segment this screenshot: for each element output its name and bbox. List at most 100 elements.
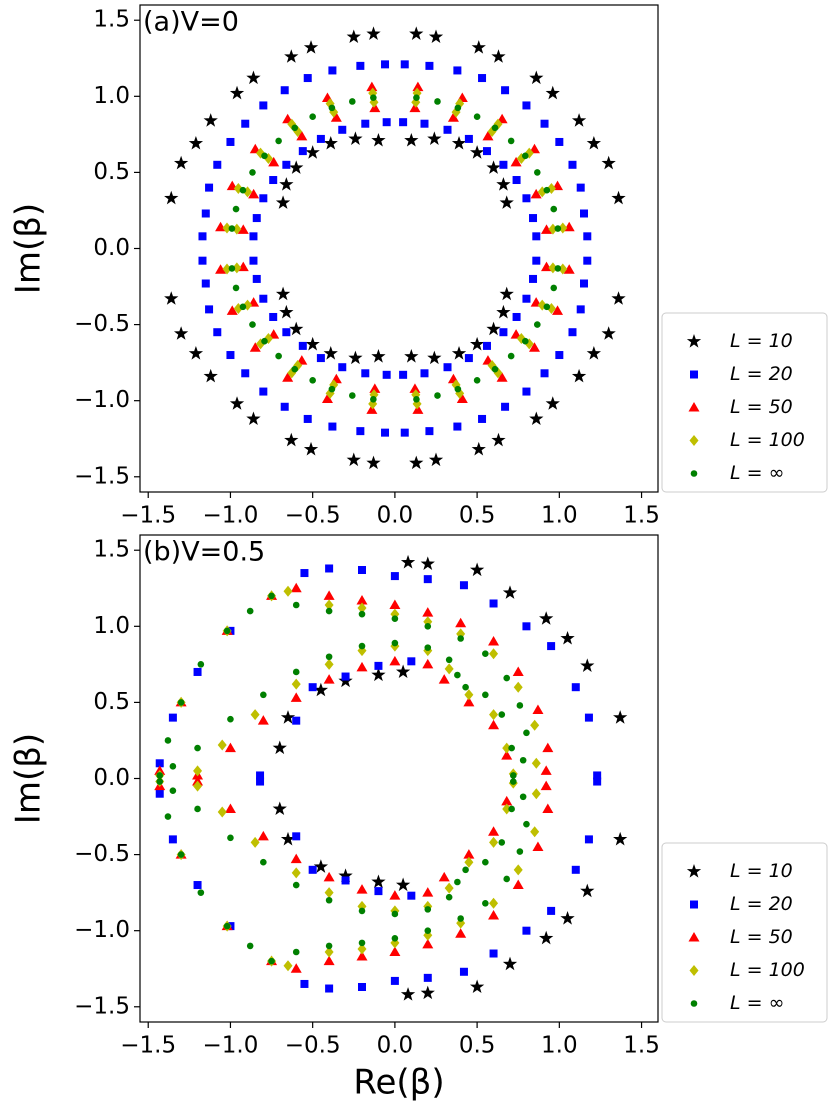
circle-marker bbox=[194, 805, 201, 813]
diamond-marker bbox=[548, 262, 558, 274]
circle-marker bbox=[508, 744, 515, 752]
star-marker bbox=[486, 321, 501, 336]
star-marker bbox=[560, 911, 575, 925]
square-marker bbox=[420, 119, 429, 128]
circle-marker bbox=[156, 778, 164, 785]
triangle-marker bbox=[290, 853, 302, 864]
square-marker bbox=[381, 60, 390, 69]
triangle-marker bbox=[455, 928, 467, 938]
circle-marker bbox=[454, 671, 461, 679]
diamond-marker bbox=[444, 882, 454, 894]
square-marker bbox=[583, 232, 592, 241]
circle-marker bbox=[194, 744, 201, 752]
square-marker bbox=[547, 906, 556, 915]
square-marker bbox=[205, 305, 214, 314]
circle-marker bbox=[261, 337, 268, 345]
triangle-marker bbox=[226, 305, 238, 315]
square-marker bbox=[499, 328, 508, 337]
x-tick-label: 1.5 bbox=[623, 1033, 660, 1059]
square-marker bbox=[241, 119, 250, 128]
star-marker bbox=[323, 135, 338, 150]
circle-marker bbox=[292, 601, 300, 609]
star-marker bbox=[409, 455, 424, 470]
triangle-marker bbox=[330, 112, 342, 122]
circle-marker bbox=[246, 607, 254, 615]
triangle-marker bbox=[447, 112, 459, 122]
square-marker bbox=[249, 256, 258, 265]
circle-marker bbox=[358, 939, 366, 947]
diamond-marker bbox=[324, 599, 334, 611]
triangle-marker bbox=[438, 871, 450, 882]
triangle-marker bbox=[463, 849, 475, 859]
diamond-marker bbox=[232, 223, 242, 235]
circle-marker bbox=[509, 772, 517, 779]
circle-marker bbox=[275, 137, 282, 145]
triangle-marker bbox=[249, 342, 261, 352]
x-tick-label: 0.0 bbox=[377, 1033, 414, 1059]
star-marker bbox=[427, 131, 442, 145]
triangle-marker bbox=[389, 946, 401, 956]
circle-marker bbox=[232, 205, 240, 213]
square-marker bbox=[459, 581, 468, 590]
circle-marker bbox=[328, 104, 336, 112]
x-tick-label: −0.5 bbox=[285, 503, 341, 529]
triangle-marker bbox=[455, 617, 467, 628]
star-marker bbox=[395, 877, 411, 892]
star-marker bbox=[188, 346, 204, 360]
star-marker bbox=[246, 411, 261, 426]
square-marker bbox=[292, 832, 301, 841]
triangle-marker bbox=[412, 404, 424, 414]
star-marker bbox=[395, 664, 411, 679]
triangle-marker bbox=[488, 909, 500, 920]
triangle-marker bbox=[296, 130, 308, 141]
x-tick-label: −1.5 bbox=[120, 503, 176, 529]
star-marker bbox=[469, 562, 485, 577]
legend-label: L = 10 bbox=[730, 860, 793, 882]
circle-marker bbox=[454, 878, 461, 886]
star-marker bbox=[469, 979, 485, 994]
square-marker bbox=[522, 387, 531, 396]
triangle-marker bbox=[321, 393, 333, 404]
axes-frame bbox=[139, 4, 659, 493]
circle-marker bbox=[156, 772, 164, 779]
circle-marker bbox=[507, 137, 515, 145]
circle-marker bbox=[223, 627, 231, 635]
y-tick-label: 1.5 bbox=[93, 7, 130, 33]
diamond-marker bbox=[530, 826, 540, 838]
circle-marker bbox=[533, 169, 541, 176]
triangle-marker bbox=[356, 884, 368, 894]
star-marker bbox=[502, 585, 518, 599]
circle-marker bbox=[462, 683, 469, 691]
star-marker bbox=[539, 930, 554, 945]
panel-title: (a)V=0 bbox=[143, 7, 239, 38]
circle-marker bbox=[424, 644, 432, 651]
star-marker bbox=[420, 556, 435, 570]
square-marker bbox=[328, 66, 337, 75]
star-marker bbox=[420, 985, 435, 1000]
x-tick-label: −0.5 bbox=[285, 1033, 341, 1059]
triangle-marker bbox=[224, 742, 236, 753]
diamond-marker bbox=[193, 780, 203, 792]
triangle-marker bbox=[552, 305, 564, 315]
triangle-marker bbox=[496, 372, 508, 382]
square-marker bbox=[576, 183, 585, 192]
y-tick-label: 1.5 bbox=[93, 537, 130, 563]
square-marker bbox=[259, 294, 268, 303]
square-marker bbox=[298, 341, 307, 350]
square-marker bbox=[580, 209, 588, 218]
star-marker bbox=[491, 49, 506, 63]
star-marker bbox=[323, 346, 338, 360]
circle-marker bbox=[391, 615, 399, 623]
triangle-marker bbox=[540, 765, 552, 775]
square-marker bbox=[338, 363, 347, 372]
triangle-marker bbox=[456, 393, 468, 404]
square-marker bbox=[298, 147, 307, 156]
triangle-marker bbox=[422, 938, 434, 949]
square-marker bbox=[512, 312, 521, 321]
triangle-marker bbox=[412, 81, 424, 92]
square-marker bbox=[361, 369, 370, 378]
star-marker bbox=[305, 145, 320, 159]
square-marker bbox=[259, 101, 268, 110]
circle-marker bbox=[434, 392, 441, 399]
circle-marker bbox=[309, 113, 316, 121]
